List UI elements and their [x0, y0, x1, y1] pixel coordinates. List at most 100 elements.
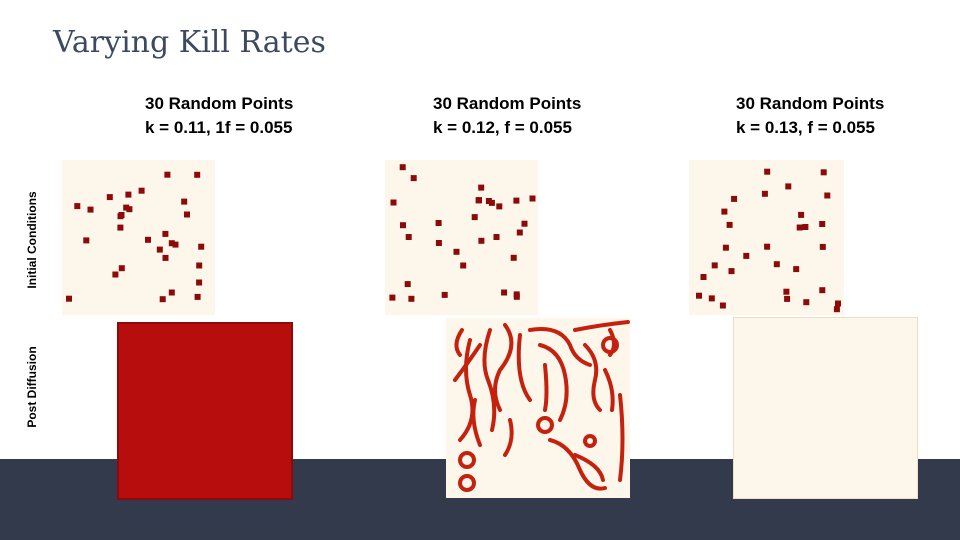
seed-point: [66, 295, 72, 302]
seed-point: [400, 222, 406, 229]
seed-point: [168, 289, 175, 296]
seed-point: [390, 199, 397, 206]
seed-point: [460, 262, 467, 269]
seed-point: [764, 168, 771, 175]
seed-point: [711, 262, 718, 269]
seed-point: [743, 252, 750, 259]
seed-point: [785, 183, 792, 190]
seed-point: [529, 195, 536, 202]
seed-point: [784, 295, 791, 302]
seed-point: [138, 187, 145, 194]
seed-point: [405, 234, 412, 240]
seed-point: [184, 211, 190, 218]
seed-point: [496, 203, 503, 210]
seed-point: [819, 287, 826, 294]
seed-point: [441, 291, 448, 298]
seed-point: [74, 203, 81, 210]
seed-point: [471, 214, 478, 221]
seed-point: [513, 197, 520, 204]
seed-point: [435, 220, 442, 226]
column-subheading: k = 0.11, 1f = 0.055: [145, 118, 292, 137]
seed-point: [196, 279, 203, 286]
seed-point: [728, 268, 735, 275]
seed-point: [731, 195, 738, 202]
seed-point: [112, 271, 119, 278]
seed-point: [802, 224, 809, 230]
seed-point: [478, 237, 485, 244]
seed-point: [159, 296, 166, 303]
seed-point: [819, 221, 826, 227]
seed-point: [164, 171, 171, 178]
seed-point: [783, 288, 790, 295]
seed-point: [435, 240, 442, 246]
seed-point: [162, 254, 169, 261]
seed-point: [824, 192, 831, 199]
seed-point: [198, 243, 205, 250]
seed-point: [798, 211, 805, 218]
seed-point: [835, 300, 841, 307]
initial-panel: [62, 160, 215, 315]
seed-point: [773, 261, 780, 268]
seed-point: [696, 292, 702, 299]
row-label: Post Diffusion: [25, 346, 39, 427]
row-label: Initial Conditions: [25, 191, 39, 289]
seed-point: [181, 198, 188, 205]
seed-point: [172, 241, 179, 248]
seed-point: [708, 295, 715, 302]
seed-point: [803, 299, 810, 306]
seed-point: [399, 164, 406, 171]
seed-point: [793, 266, 800, 273]
seed-point: [156, 246, 163, 253]
seed-point: [516, 229, 523, 236]
result-panel-red: [117, 322, 293, 500]
seed-point: [194, 293, 201, 300]
seed-point: [194, 171, 201, 178]
seed-point: [404, 281, 411, 288]
column-subheading: k = 0.12, f = 0.055: [433, 118, 572, 137]
seed-point: [410, 175, 417, 182]
seed-point: [820, 169, 827, 176]
seed-point: [145, 236, 151, 243]
initial-panel: [385, 160, 538, 315]
seed-point: [196, 262, 203, 269]
seed-point: [126, 206, 133, 213]
seed-point: [168, 240, 175, 247]
seed-point: [493, 234, 500, 240]
seed-point: [719, 302, 726, 309]
seed-point: [833, 306, 840, 313]
slide-title: Varying Kill Rates: [52, 25, 326, 60]
seed-point: [513, 293, 520, 300]
seed-point: [510, 254, 517, 261]
seed-point: [521, 220, 528, 227]
seed-point: [87, 206, 94, 213]
seed-point: [117, 224, 124, 231]
seed-point: [761, 190, 768, 197]
seed-point: [796, 224, 803, 231]
column-subheading: k = 0.13, f = 0.055: [736, 118, 875, 137]
seed-point: [162, 230, 169, 237]
seed-point: [106, 194, 113, 201]
seed-point: [117, 213, 124, 220]
seed-point: [125, 191, 132, 198]
column-heading: 30 Random Points: [736, 94, 884, 113]
seed-point: [721, 208, 728, 215]
seed-point: [485, 198, 492, 204]
column-heading: 30 Random Points: [433, 94, 581, 113]
result-panel-pattern: [446, 318, 630, 498]
seed-point: [476, 197, 482, 204]
initial-panel: [689, 160, 844, 315]
seed-point: [123, 204, 130, 211]
seed-point: [722, 244, 729, 251]
seed-point: [764, 243, 771, 250]
seed-point: [83, 237, 90, 244]
seed-point: [389, 294, 396, 301]
result-panel-empty: [733, 317, 918, 499]
seed-point: [453, 248, 460, 255]
seed-point: [726, 221, 733, 228]
seed-point: [408, 295, 415, 302]
seed-point: [819, 243, 826, 250]
column-heading: 30 Random Points: [145, 94, 293, 113]
seed-point: [478, 184, 485, 191]
seed-point: [700, 274, 707, 280]
